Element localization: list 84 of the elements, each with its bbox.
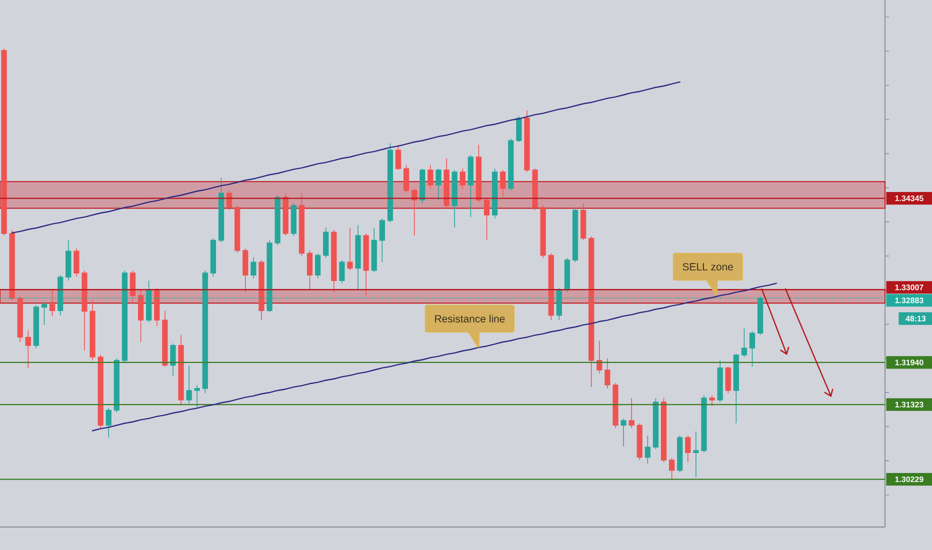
candlestick (604, 358, 610, 389)
candlestick (379, 218, 385, 263)
candlestick (709, 394, 715, 407)
candlestick (717, 360, 723, 402)
candlestick (162, 310, 168, 367)
candlestick (652, 398, 659, 450)
candlestick (66, 240, 72, 281)
candlestick (580, 203, 586, 241)
candlestick (41, 302, 48, 326)
candlestick (194, 384, 200, 409)
candlestick (428, 164, 434, 189)
candlestick (733, 353, 739, 424)
candlestick (508, 138, 514, 191)
candlestick (572, 207, 578, 263)
candlestick (452, 170, 458, 228)
candlestick (186, 364, 192, 404)
candlestick (106, 408, 112, 438)
candlestick (588, 236, 594, 388)
candlestick (306, 250, 313, 291)
candlestick (395, 144, 402, 170)
candlestick (331, 230, 337, 293)
candlestick (234, 205, 240, 253)
candlestick (9, 230, 15, 301)
candlestick (178, 334, 184, 406)
candlestick (170, 342, 176, 377)
candlestick (290, 203, 296, 237)
annotation: Resistance line (435, 314, 505, 322)
band-label: SELL zone (682, 263, 733, 270)
candlestick (347, 228, 353, 271)
candlestick (25, 330, 31, 368)
candlestick (387, 142, 394, 223)
candlestick (685, 435, 691, 463)
candlestick (210, 238, 216, 277)
candlestick (725, 366, 731, 394)
candlestick (412, 188, 418, 236)
candlestick (476, 144, 482, 202)
candlestick (540, 205, 546, 258)
candlestick (492, 168, 498, 219)
candlestick (74, 248, 80, 277)
candlestick (282, 192, 288, 236)
candlestick (532, 168, 538, 211)
candlestick (371, 228, 377, 273)
candlestick (460, 168, 466, 189)
candlestick (339, 260, 345, 284)
candlestick (612, 382, 618, 428)
candlestick (620, 418, 626, 447)
candlestick (468, 154, 474, 218)
candlestick (516, 116, 522, 142)
candlestick (693, 431, 699, 478)
candlestick (250, 256, 256, 279)
candlestick (363, 233, 369, 296)
candlestick (138, 290, 144, 342)
candlestick (436, 168, 442, 200)
candlestick (628, 398, 634, 428)
candlestick (484, 198, 490, 241)
candlestick (636, 422, 642, 460)
candlestick (82, 270, 88, 351)
candlestick (500, 170, 506, 197)
candlestick (548, 252, 554, 321)
candlestick (258, 260, 264, 321)
candlestick (596, 340, 602, 374)
candlestick (677, 435, 683, 473)
candlestick (323, 226, 329, 258)
candlestick (403, 164, 410, 193)
candlestick (90, 300, 96, 361)
candlestick (33, 304, 40, 349)
candlestick (741, 328, 748, 358)
candlestick (644, 435, 650, 464)
candlestick (49, 290, 56, 316)
candlestick (17, 296, 23, 342)
candlestick (420, 168, 426, 204)
candlestick (701, 394, 707, 453)
candlestick (242, 248, 248, 293)
candlestick (749, 330, 756, 367)
candlestick (524, 110, 530, 172)
candlestick (154, 288, 160, 327)
candlestick (660, 398, 667, 463)
candlestick (274, 194, 280, 246)
candlestick (314, 252, 321, 279)
candlestick (298, 192, 305, 256)
candlestick (668, 458, 675, 480)
candlestick (1, 48, 7, 236)
candlestick (444, 158, 450, 209)
candlestick (355, 224, 361, 291)
